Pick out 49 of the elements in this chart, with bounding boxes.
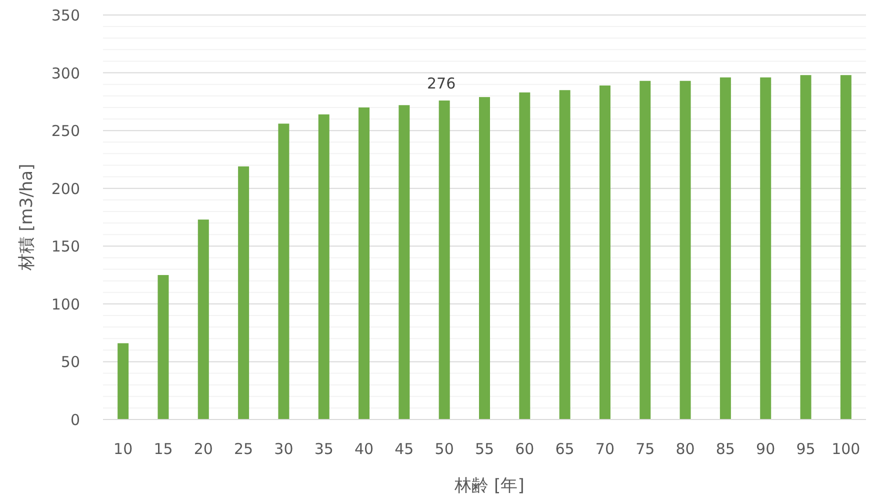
bar xyxy=(559,90,570,420)
x-tick-label: 90 xyxy=(756,440,776,458)
y-tick-label: 100 xyxy=(51,295,80,314)
y-tick-label: 250 xyxy=(51,122,80,140)
x-tick-label: 45 xyxy=(394,440,414,458)
bar xyxy=(599,86,610,420)
bar xyxy=(318,114,330,420)
x-tick-label: 35 xyxy=(314,440,334,458)
bar xyxy=(198,220,209,420)
x-tick-label: 80 xyxy=(676,440,695,458)
x-tick-label: 10 xyxy=(114,440,133,458)
y-tick-label: 350 xyxy=(51,6,80,24)
x-tick-label: 85 xyxy=(716,440,735,458)
bar xyxy=(720,77,731,420)
bar xyxy=(118,343,129,420)
bar xyxy=(519,92,530,420)
x-tick-label: 65 xyxy=(555,440,574,458)
bar xyxy=(840,75,852,420)
bar xyxy=(278,124,290,420)
x-tick-label: 25 xyxy=(234,440,254,458)
y-axis-title: 材積 [m3/ha] xyxy=(17,164,37,272)
bar xyxy=(398,105,410,420)
x-tick-label: 20 xyxy=(194,440,213,458)
y-tick-label: 50 xyxy=(60,353,80,372)
bar xyxy=(479,97,490,420)
x-axis-title: 林齢 [年] xyxy=(454,476,524,496)
data-label: 276 xyxy=(427,74,456,93)
x-tick-label: 55 xyxy=(474,440,494,458)
y-tick-label: 200 xyxy=(51,180,80,198)
y-tick-label: 0 xyxy=(70,411,80,429)
bar xyxy=(680,80,691,420)
y-tick-label: 150 xyxy=(51,238,80,256)
y-tick-label: 300 xyxy=(51,64,80,82)
x-tick-label: 100 xyxy=(832,440,860,458)
bar xyxy=(640,80,651,420)
x-tick-label: 40 xyxy=(354,440,374,458)
x-tick-label: 95 xyxy=(796,440,816,458)
x-tick-label: 15 xyxy=(154,440,173,458)
bar xyxy=(800,75,812,420)
x-tick-label: 60 xyxy=(515,440,534,458)
x-tick-label: 70 xyxy=(595,440,615,458)
bar xyxy=(358,107,370,420)
x-tick-label: 50 xyxy=(434,440,454,458)
x-tick-label: 75 xyxy=(636,440,655,458)
x-tick-label: 30 xyxy=(274,440,294,458)
bar xyxy=(238,166,250,420)
bar xyxy=(760,77,772,420)
bar xyxy=(438,100,450,420)
bar xyxy=(158,275,169,420)
